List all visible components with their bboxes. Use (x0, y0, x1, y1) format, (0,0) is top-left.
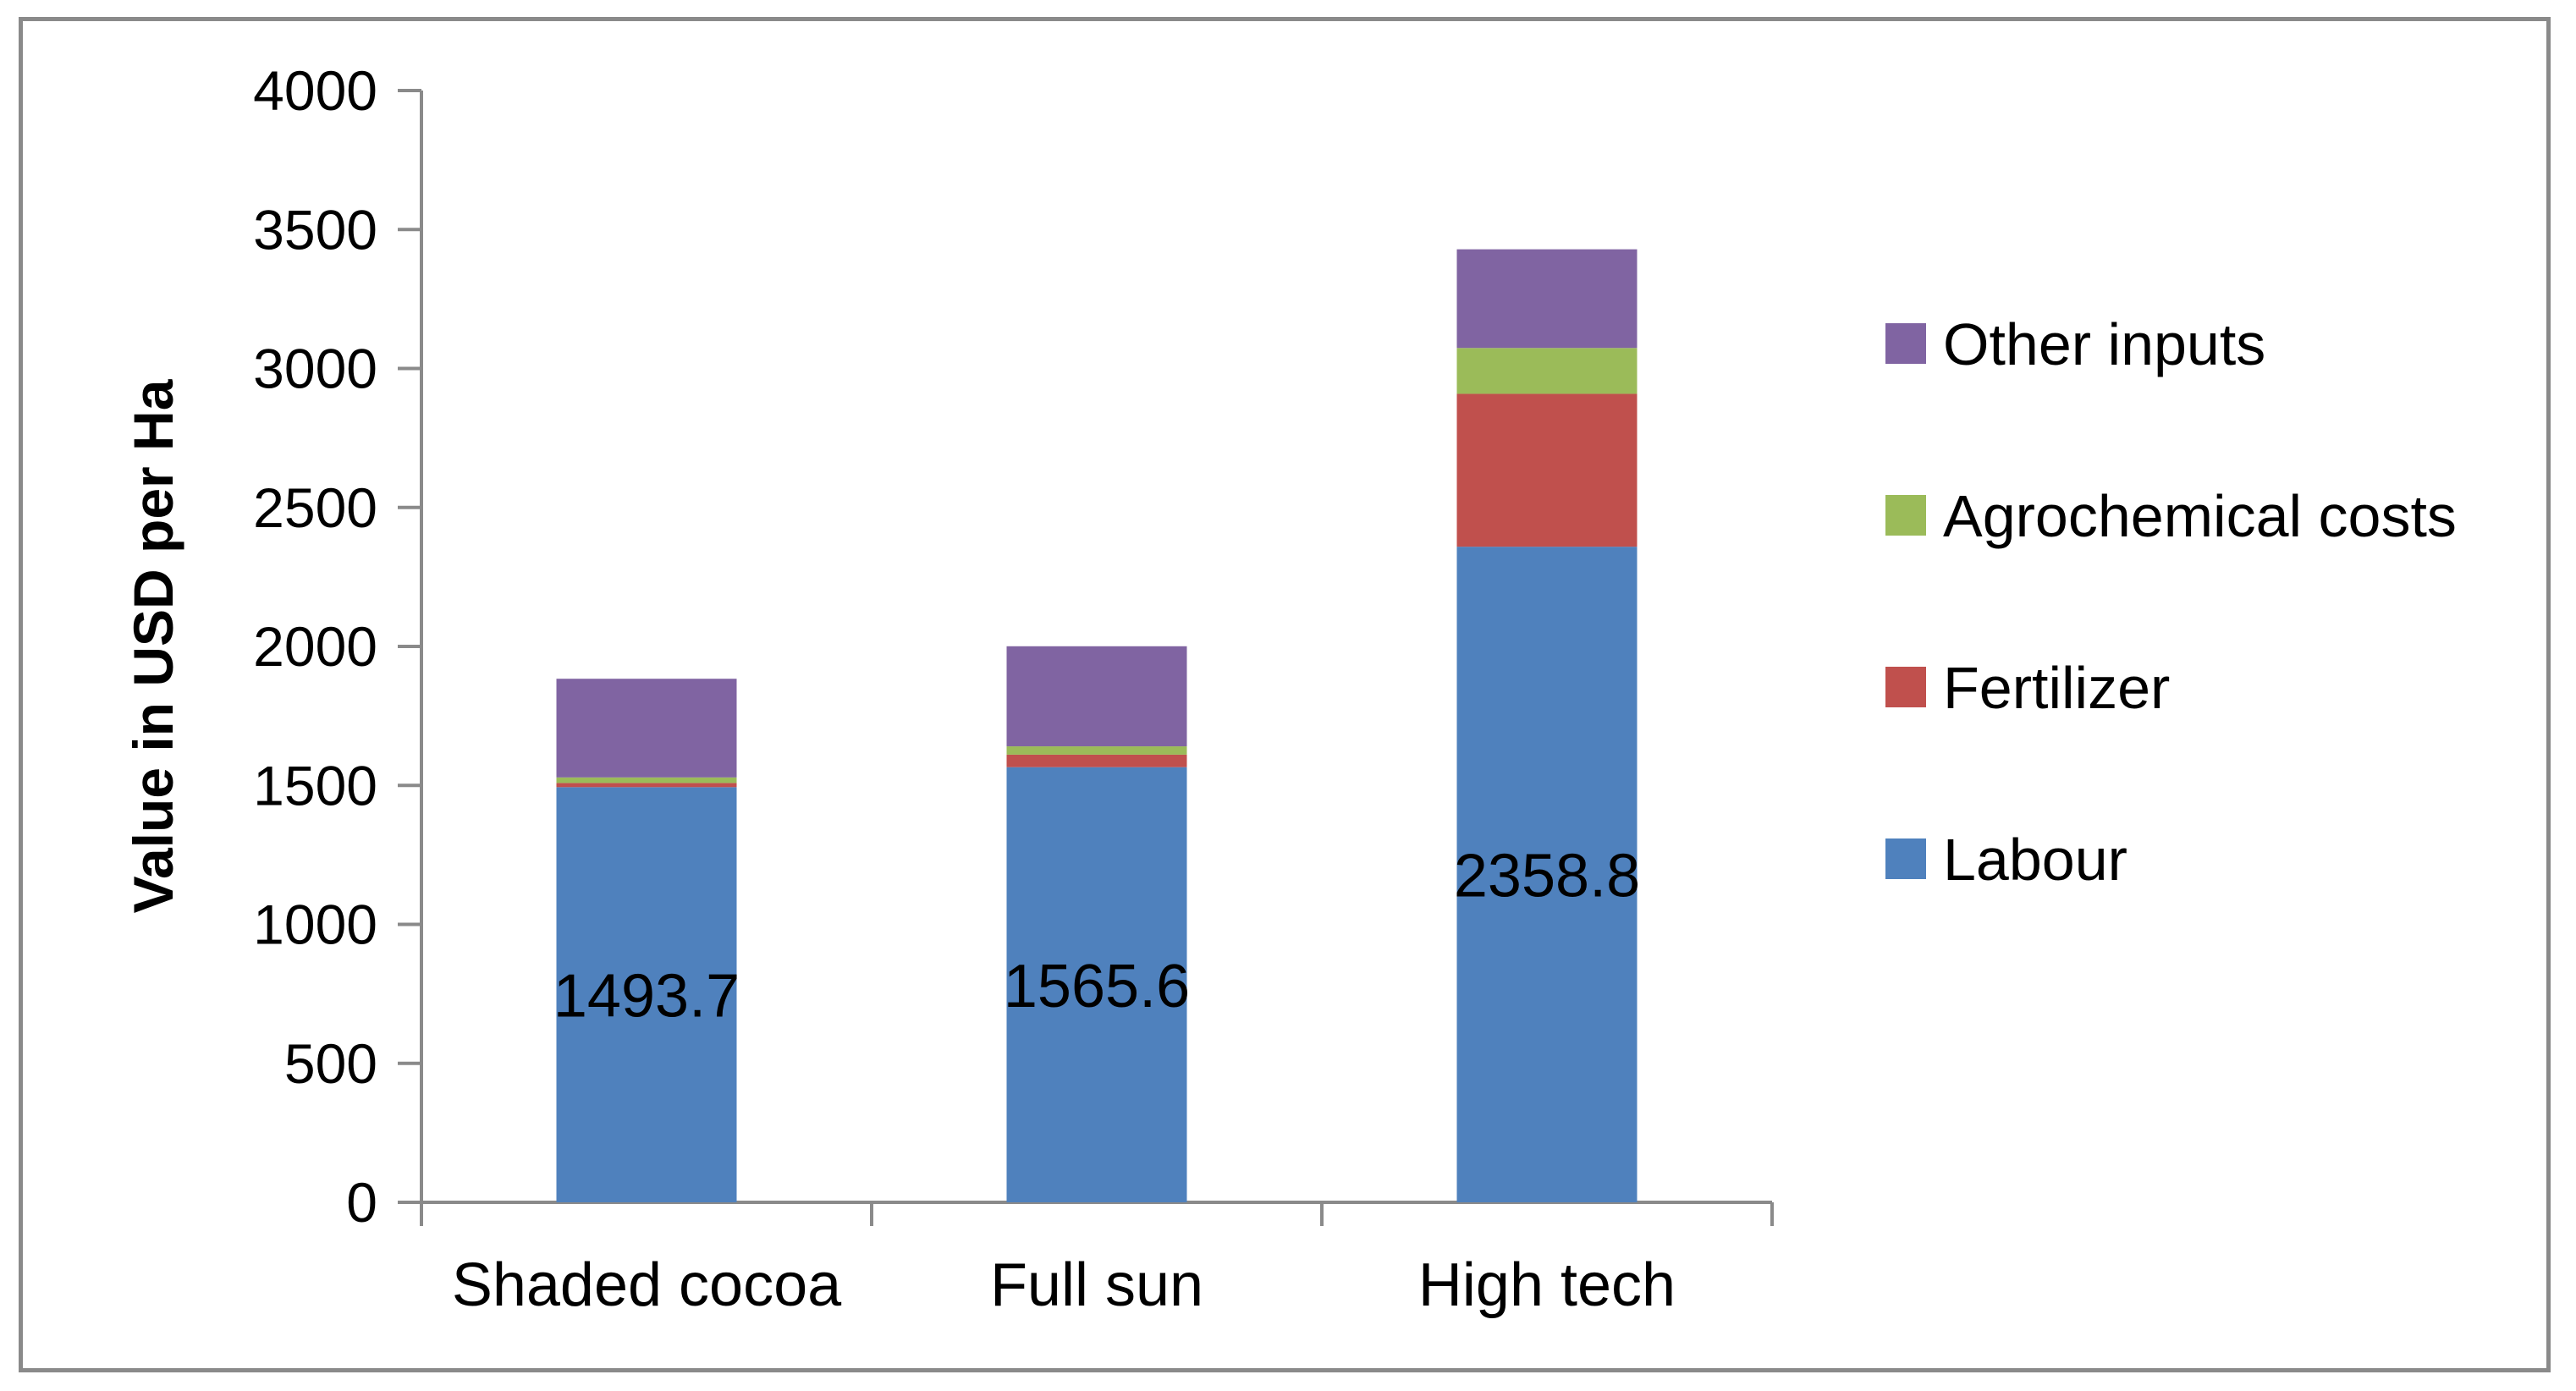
legend-label: Agrochemical costs (1943, 483, 2457, 549)
y-tick-label: 1000 (253, 893, 377, 956)
y-tick-label: 3500 (253, 198, 377, 261)
bar-segment-fertilizer (1006, 754, 1187, 767)
bar-segment-other-inputs (556, 679, 737, 778)
legend-label: Labour (1943, 827, 2127, 893)
y-tick-label: 500 (284, 1032, 377, 1095)
labels: Shaded cocoa 1493.7 Full sun 1565.6 High tec… (122, 378, 1676, 1319)
bar-segment-agrochemical-costs (1456, 348, 1638, 394)
bar-segment-other-inputs (1456, 249, 1638, 349)
x-category-label: Shaded cocoa (452, 1251, 842, 1319)
bar-segment-agrochemical-costs (1006, 746, 1187, 755)
legend-label: Other inputs (1943, 311, 2265, 377)
legend-swatch-labour (1885, 838, 1926, 879)
chart-frame: 0 500 1000 1500 2000 2500 3000 3500 4000 Shaded … (19, 17, 2551, 1372)
x-category-label: Full sun (990, 1251, 1203, 1319)
data-label: 1493.7 (553, 963, 740, 1031)
bar-segment-agrochemical-costs (556, 777, 737, 783)
bars (556, 249, 1638, 1202)
bar-segment-labour (1006, 767, 1187, 1202)
y-tick-label: 1500 (253, 754, 377, 816)
legend: Other inputs Agrochemical costs Fertilizer… (1885, 311, 2457, 893)
y-tick-label: 4000 (253, 59, 377, 122)
y-tick-label: 2500 (253, 476, 377, 539)
x-category-label: High tech (1418, 1251, 1676, 1319)
y-tick-label: 3000 (253, 338, 377, 400)
data-label: 1565.6 (1004, 953, 1190, 1020)
y-axis-title: Value in USD per Ha (122, 378, 184, 913)
y-tick-label: 0 (346, 1171, 377, 1234)
bar-segment-fertilizer (1456, 393, 1638, 547)
bar-segment-fertilizer (556, 783, 737, 788)
data-label: 2358.8 (1454, 843, 1640, 910)
legend-label: Fertilizer (1943, 655, 2170, 721)
legend-swatch-other-inputs (1885, 323, 1926, 364)
bar-segment-labour (1456, 547, 1638, 1202)
stacked-bar-chart: 0 500 1000 1500 2000 2500 3000 3500 4000 Shaded … (122, 59, 2457, 1319)
bar-segment-labour (556, 787, 737, 1202)
legend-swatch-fertilizer (1885, 667, 1926, 707)
legend-swatch-agrochemical-costs (1885, 495, 1926, 536)
axes: 0 500 1000 1500 2000 2500 3000 3500 4000 (253, 59, 1774, 1234)
bar-segment-other-inputs (1006, 646, 1187, 747)
y-tick-label: 2000 (253, 615, 377, 678)
